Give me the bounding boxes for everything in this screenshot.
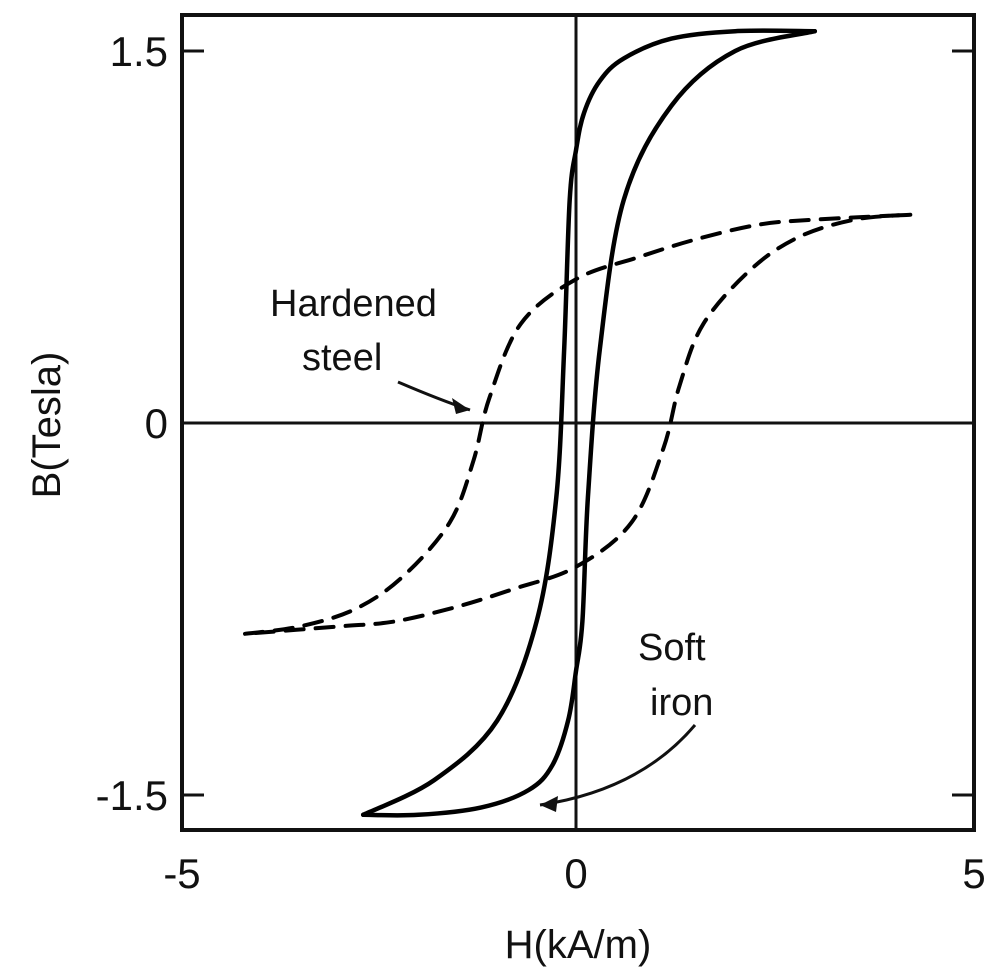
- annotation-hardened-steel: Hardened steel: [270, 283, 471, 414]
- soft-iron-upper-branch-line: [360, 28, 818, 818]
- soft-iron-lower-branch-line: [360, 28, 818, 818]
- annotation-soft-iron: Soft iron: [539, 627, 713, 812]
- annotation-soft-iron-arrowhead: [540, 796, 558, 812]
- hardened-steel-upper-branch-line: [243, 212, 913, 636]
- ticks: -5 0 5 1.5 0 -1.5: [96, 28, 986, 897]
- series-layer: [243, 28, 913, 818]
- x-tick-label: -5: [163, 850, 200, 897]
- y-tick-label: -1.5: [96, 772, 168, 819]
- y-axis-label: B(Tesla): [25, 352, 69, 499]
- x-tick-label: 0: [564, 850, 587, 897]
- annotation-iron-label: iron: [650, 682, 713, 724]
- x-tick-label: 5: [962, 850, 985, 897]
- series-soft-iron: [360, 28, 818, 818]
- y-tick-label: 0: [145, 400, 168, 447]
- hardened-steel-lower-branch-line: [243, 212, 913, 636]
- annotation-hardened-steel-arrowhead: [452, 398, 470, 414]
- annotation-steel-label: steel: [302, 337, 382, 379]
- y-tick-label: 1.5: [110, 28, 168, 75]
- annotation-hardened-label: Hardened: [270, 283, 437, 325]
- x-axis-label: H(kA/m): [505, 923, 652, 967]
- annotation-soft-label: Soft: [638, 627, 706, 669]
- series-hardened-steel: [243, 212, 913, 636]
- annotation-soft-iron-arrow: [539, 724, 697, 807]
